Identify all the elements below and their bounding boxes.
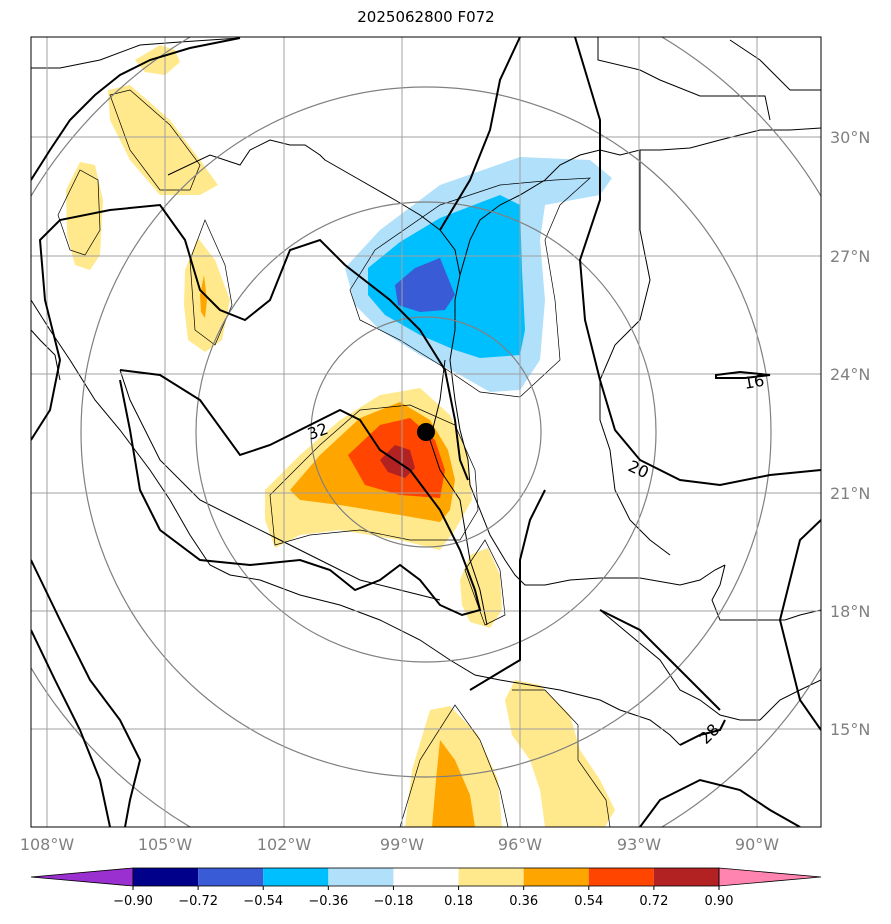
lat-label-30: 30°N — [830, 128, 870, 147]
lat-label-24: 24°N — [830, 365, 870, 384]
contour-16 — [31, 37, 771, 379]
positive-anomaly-south-2-core — [432, 740, 475, 827]
positive-anomaly-nw-1 — [108, 85, 218, 195]
contour-32 — [119, 369, 482, 617]
lat-label-27: 27°N — [830, 247, 870, 266]
colorbar-segment — [588, 868, 654, 886]
thick-contours — [31, 37, 821, 827]
contour-28-pacific — [31, 629, 111, 827]
colorbar-tick-label: 0.18 — [444, 894, 473, 909]
interior-border-central — [429, 359, 488, 626]
lon-label-90: 90°W — [735, 835, 779, 854]
latitude-labels: 30°N 27°N 24°N 21°N 18°N 15°N — [830, 128, 870, 739]
coastlines-borders — [31, 37, 821, 746]
guatemala-border — [599, 609, 760, 721]
contour-28-south — [469, 489, 821, 827]
us-gulf-coast — [459, 127, 821, 276]
range-ring-2 — [195, 201, 657, 663]
northern-border-lines — [597, 37, 821, 121]
colorbar-tick-label: −0.72 — [178, 894, 218, 909]
negative-anomaly-dark — [395, 258, 455, 312]
gulf-coast-west-mexico — [449, 274, 726, 586]
us-mexico-border — [31, 37, 461, 276]
lon-label-105: 105°W — [138, 835, 193, 854]
lon-label-93: 93°W — [617, 835, 661, 854]
colorbar-segment — [653, 868, 719, 886]
storm-center-marker — [417, 423, 435, 441]
colorbar-tick-label: −0.18 — [374, 894, 414, 909]
colorbar-segment — [458, 868, 524, 886]
lon-label-99: 99°W — [380, 835, 424, 854]
longitude-labels: 108°W 105°W 102°W 99°W 96°W 93°W 90°W — [20, 835, 779, 854]
map-frame — [30, 36, 822, 828]
colorbar-segment — [393, 868, 459, 886]
colorbar-tick-label: 0.36 — [509, 894, 538, 909]
lat-label-15: 15°N — [830, 720, 870, 739]
range-ring-3 — [80, 86, 772, 778]
lat-label-18: 18°N — [830, 602, 870, 621]
range-ring-1 — [310, 316, 542, 548]
yucatan-coast — [711, 564, 821, 621]
map-content: 16 20 28 32 — [31, 37, 821, 827]
lon-label-102: 102°W — [257, 835, 312, 854]
colorbar-extend-low — [30, 867, 134, 887]
lat-label-21: 21°N — [830, 484, 870, 503]
colorbar-segment — [523, 868, 589, 886]
colorbar-segment — [198, 868, 264, 886]
interior-border-west — [119, 369, 441, 601]
shaded-anomaly-fields — [66, 45, 615, 827]
contour-28-southeast — [599, 609, 721, 711]
interior-border-east — [599, 150, 671, 556]
contour-28 — [31, 559, 726, 827]
colorbar: −0.90 −0.72 −0.54 −0.36 −0.18 0.18 0.36 0.54 0.7… — [30, 867, 822, 909]
positive-anomaly-nw-4-core — [200, 275, 207, 318]
colorbar-tick-label: −0.90 — [113, 894, 153, 909]
colorbar-segment — [133, 868, 199, 886]
colorbar-tick-label: −0.54 — [243, 894, 283, 909]
colorbar-tick-label: 0.72 — [639, 894, 668, 909]
colorbar-segment — [328, 868, 394, 886]
colorbar-tick-label: 0.90 — [705, 894, 734, 909]
range-rings — [31, 37, 821, 827]
colorbar-extend-high — [718, 867, 822, 887]
lon-label-108: 108°W — [20, 835, 75, 854]
plot-title: 2025062800 F072 — [357, 8, 495, 26]
graticule — [31, 37, 821, 827]
colorbar-segment — [263, 868, 329, 886]
positive-anomaly-south-1 — [460, 548, 502, 628]
mexico-pacific-coast — [31, 299, 681, 746]
colorbar-tick-label: −0.36 — [308, 894, 348, 909]
positive-anomaly-south-3 — [505, 680, 615, 827]
lon-label-96: 96°W — [498, 835, 542, 854]
contour-label-16: 16 — [742, 371, 765, 393]
contour-20-west — [31, 203, 469, 481]
colorbar-tick-label: 0.54 — [574, 894, 603, 909]
colorbar-frame — [132, 867, 720, 887]
thin-anomaly-outlines — [57, 89, 611, 827]
contour-20-east — [439, 37, 821, 487]
positive-anomaly-nw-4 — [184, 238, 230, 352]
